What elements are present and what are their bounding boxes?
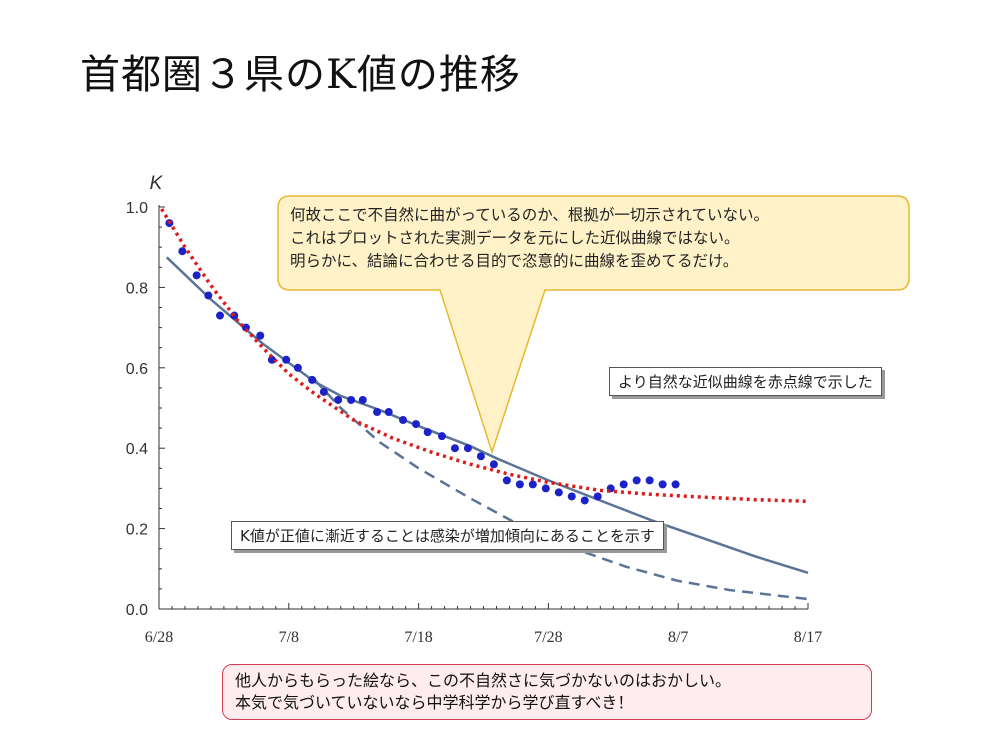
- warning-line-1: 他人からもらった絵なら、この不自然さに気づかないのはおかしい。: [235, 671, 732, 690]
- data-point: [463, 444, 472, 453]
- data-point: [476, 452, 485, 461]
- critique-line-1: 何故ここで不自然に曲がっているのか、根拠が一切示されていない。: [290, 206, 769, 224]
- x-tick-label: 6/28: [145, 629, 173, 646]
- y-axis-label: K: [150, 173, 164, 194]
- y-tick-label: 0.8: [126, 280, 148, 297]
- data-point: [450, 444, 459, 453]
- warning-box: 他人からもらった絵なら、この不自然さに気づかないのはおかしい。 本気で気づいてい…: [222, 664, 872, 720]
- data-point: [384, 408, 393, 417]
- callout-balloon: [277, 195, 910, 455]
- data-point: [502, 476, 511, 485]
- data-point: [308, 375, 317, 384]
- data-point: [671, 480, 680, 489]
- x-tick-label: 8/7: [668, 629, 688, 646]
- data-point: [632, 476, 641, 485]
- chart-axes: 0.0 0.2 0.4 0.6 0.8 1.0 6/28 7/8 7/18 7/28 8/7 8/17…: [126, 173, 822, 646]
- slide-title: 首都圏３県のK値の推移: [80, 52, 521, 98]
- x-tick-label: 7/18: [404, 629, 432, 646]
- data-point: [256, 331, 265, 340]
- data-point: [282, 355, 291, 364]
- critique-callout: 何故ここで不自然に曲がっているのか、根拠が一切示されていない。 これはプロットさ…: [290, 204, 905, 273]
- data-point: [528, 480, 537, 489]
- y-tick-label: 1.0: [126, 200, 148, 217]
- data-point: [373, 408, 382, 417]
- data-point: [412, 420, 421, 429]
- data-point: [216, 311, 225, 320]
- warning-line-2: 本気で気づいていないなら中学科学から学び直すべき！: [235, 693, 634, 712]
- data-point: [437, 432, 446, 441]
- data-point: [515, 480, 524, 489]
- fit-curve-dashed: [313, 379, 809, 601]
- data-point: [319, 387, 328, 396]
- data-point: [267, 355, 276, 364]
- data-point: [489, 460, 498, 469]
- data-point: [645, 476, 654, 485]
- critique-line-3: 明らかに、結論に合わせる目的で恣意的に曲線を歪めてるだけ。: [290, 252, 739, 270]
- data-point: [399, 416, 408, 425]
- data-point: [178, 247, 187, 256]
- asymptote-note: K値が正値に漸近することは感染が増加傾向にあることを示す: [231, 521, 664, 550]
- data-point: [347, 395, 356, 404]
- data-point: [619, 480, 628, 489]
- y-tick-label: 0.2: [126, 522, 148, 539]
- data-point: [334, 395, 343, 404]
- red-curve-note: より自然な近似曲線を赤点線で示した: [609, 367, 882, 396]
- y-tick-label: 0.6: [126, 361, 148, 378]
- y-tick-label: 0.0: [126, 602, 148, 619]
- x-tick-label: 8/17: [794, 629, 822, 646]
- red-dotted-curve: [160, 208, 809, 504]
- data-point: [593, 492, 602, 501]
- data-point: [293, 363, 302, 372]
- data-point: [192, 271, 201, 280]
- data-point: [358, 395, 367, 404]
- x-tick-label: 7/28: [534, 629, 562, 646]
- critique-line-2: これはプロットされた実測データを元にした近似曲線ではない。: [290, 229, 740, 247]
- data-point: [580, 496, 589, 505]
- data-point: [204, 291, 213, 300]
- data-point: [541, 484, 550, 493]
- data-point: [658, 480, 667, 489]
- chart-marks: [160, 208, 809, 601]
- y-tick-label: 0.4: [126, 441, 148, 458]
- x-tick-label: 7/8: [279, 629, 299, 646]
- data-point: [423, 428, 432, 437]
- callout-balloon-shape: [277, 195, 910, 455]
- data-point: [567, 492, 576, 501]
- data-point: [554, 488, 563, 497]
